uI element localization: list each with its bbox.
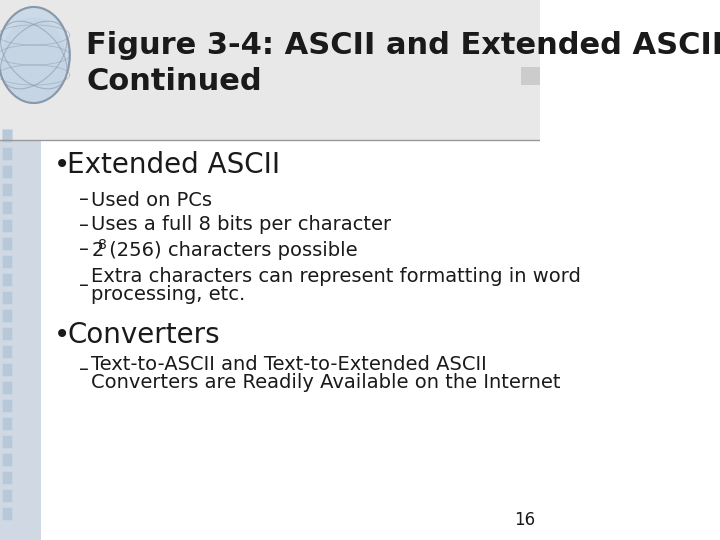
Text: Extra characters can represent formatting in word: Extra characters can represent formattin… xyxy=(91,267,581,287)
FancyBboxPatch shape xyxy=(2,147,12,160)
FancyBboxPatch shape xyxy=(2,183,12,196)
Text: –: – xyxy=(78,215,89,234)
Text: Converters: Converters xyxy=(68,321,220,349)
Text: Figure 3-4: ASCII and Extended ASCII,: Figure 3-4: ASCII and Extended ASCII, xyxy=(86,30,720,59)
FancyBboxPatch shape xyxy=(2,489,12,502)
Circle shape xyxy=(2,18,66,102)
Text: 8: 8 xyxy=(98,238,107,252)
FancyBboxPatch shape xyxy=(2,435,12,448)
FancyBboxPatch shape xyxy=(2,327,12,340)
FancyBboxPatch shape xyxy=(2,237,12,250)
Text: •: • xyxy=(54,321,71,349)
FancyBboxPatch shape xyxy=(2,381,12,394)
FancyBboxPatch shape xyxy=(0,0,540,140)
FancyBboxPatch shape xyxy=(0,0,41,540)
Text: Converters are Readily Available on the Internet: Converters are Readily Available on the … xyxy=(91,374,561,393)
FancyBboxPatch shape xyxy=(2,219,12,232)
FancyBboxPatch shape xyxy=(2,291,12,304)
Text: (256) characters possible: (256) characters possible xyxy=(104,240,358,260)
FancyBboxPatch shape xyxy=(521,67,540,85)
FancyBboxPatch shape xyxy=(2,129,12,142)
Text: Extended ASCII: Extended ASCII xyxy=(68,151,281,179)
Text: –: – xyxy=(78,240,89,260)
FancyBboxPatch shape xyxy=(2,255,12,268)
FancyBboxPatch shape xyxy=(2,417,12,430)
Circle shape xyxy=(0,7,70,103)
Text: Text-to-ASCII and Text-to-Extended ASCII: Text-to-ASCII and Text-to-Extended ASCII xyxy=(91,355,487,375)
Text: Used on PCs: Used on PCs xyxy=(91,191,212,210)
FancyBboxPatch shape xyxy=(2,363,12,376)
FancyBboxPatch shape xyxy=(2,201,12,214)
Text: –: – xyxy=(78,191,89,210)
FancyBboxPatch shape xyxy=(2,273,12,286)
Text: •: • xyxy=(54,151,71,179)
FancyBboxPatch shape xyxy=(2,165,12,178)
FancyBboxPatch shape xyxy=(2,345,12,358)
FancyBboxPatch shape xyxy=(2,471,12,484)
FancyBboxPatch shape xyxy=(2,309,12,322)
Text: –: – xyxy=(78,275,89,294)
Text: 16: 16 xyxy=(514,511,536,529)
Text: Uses a full 8 bits per character: Uses a full 8 bits per character xyxy=(91,215,392,234)
FancyBboxPatch shape xyxy=(2,399,12,412)
FancyBboxPatch shape xyxy=(2,507,12,520)
Text: Continued: Continued xyxy=(86,68,262,97)
FancyBboxPatch shape xyxy=(2,453,12,466)
Text: processing, etc.: processing, etc. xyxy=(91,286,246,305)
Text: 2: 2 xyxy=(91,240,104,260)
Text: –: – xyxy=(78,361,89,380)
